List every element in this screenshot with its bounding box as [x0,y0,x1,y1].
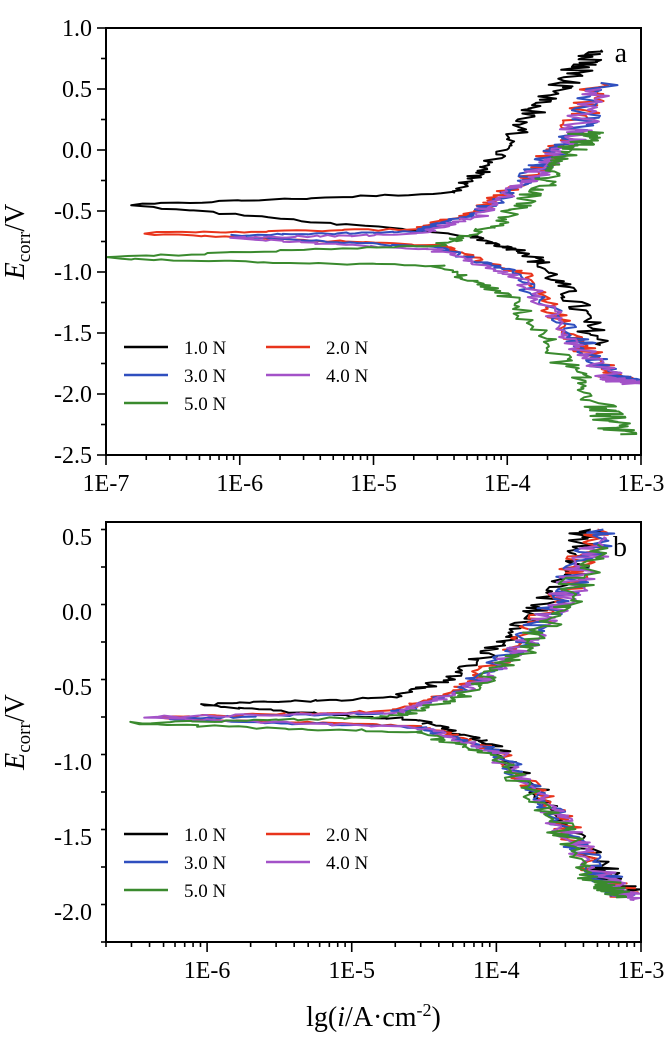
y-tick-label: -1.5 [54,825,92,851]
x-tick-label: 1E-5 [328,958,375,984]
legend-label: 2.0 N [326,825,369,846]
panel-letter: b [613,532,627,563]
curves [106,49,641,436]
legend-item: 3.0 N [124,853,227,874]
legend-item: 4.0 N [266,853,369,874]
series-line-5-0-n [129,543,631,899]
y-tick-label: -0.5 [54,199,92,225]
y-tick-label: 0.5 [62,77,92,103]
y-axis-ticks: 0.5 0.0 -0.5 -1.0 -1.5 -2.0 [54,525,106,943]
legend-label: 2.0 N [326,338,369,359]
x-axis-title-text: lg(i/A·cm-2) [306,1000,441,1033]
x-axis-title: lg(i/A·cm-2) [306,1000,441,1033]
legend-item: 2.0 N [266,338,369,359]
legend-label: 3.0 N [184,366,227,387]
y-axis-ticks: 1.0 0.5 0.0 -0.5 -1.0 -1.5 -2.0 -2.5 [54,16,106,469]
panel-letter: a [615,38,628,69]
panel-a: 1E-7 1E-6 1E-5 1E-4 1E-3 1.0 0.5 0.0 -0.5 -1.0 -1.… [0,16,664,497]
legend-item: 5.0 N [124,881,227,902]
legend-label: 4.0 N [326,853,369,874]
y-tick-label: -2.5 [54,443,92,469]
legend-label: 4.0 N [326,366,369,387]
legend-item: 1.0 N [124,825,227,846]
y-tick-label: -1.5 [54,321,92,347]
x-tick-label: 1E-7 [83,471,130,497]
y-tick-label: 0.0 [62,600,92,626]
y-tick-label: 0.0 [62,138,92,164]
legend: 1.0 N 2.0 N 3.0 N 4.0 N 5.0 N [124,825,369,902]
legend-item: 5.0 N [124,394,227,415]
y-tick-label: -1.0 [54,750,92,776]
legend-item: 1.0 N [124,338,227,359]
y-tick-label: -1.0 [54,260,92,286]
y-tick-label: 1.0 [62,16,92,42]
y-axis-title: Ecorr/V [0,204,35,281]
y-tick-label: 0.5 [62,525,92,551]
x-axis-ticks: 1E-7 1E-6 1E-5 1E-4 1E-3 [83,455,665,497]
y-tick-label: -2.0 [54,382,92,408]
x-tick-label: 1E-4 [484,471,531,497]
legend-label: 1.0 N [184,825,227,846]
legend-label: 1.0 N [184,338,227,359]
x-tick-label: 1E-3 [618,958,665,984]
legend-label: 3.0 N [184,853,227,874]
series-line-5-0-n [106,130,638,436]
x-tick-label: 1E-5 [350,471,397,497]
x-tick-label: 1E-6 [216,471,263,497]
legend-label: 5.0 N [184,394,227,415]
x-tick-label: 1E-6 [184,958,231,984]
panel-b: 1E-6 1E-5 1E-4 1E-3 0.5 0.0 -0.5 -1.0 -1.5 -2.0 Ec… [0,521,665,984]
legend: 1.0 N 2.0 N 3.0 N 4.0 N 5.0 N [124,338,369,415]
legend-item: 4.0 N [266,366,369,387]
x-tick-label: 1E-4 [473,958,520,984]
x-tick-label: 1E-3 [618,471,665,497]
curves [129,528,641,901]
y-axis-title: Ecorr/V [0,694,35,771]
plot-frame [105,521,642,943]
series-line-4-0-n [229,88,641,386]
x-axis-ticks: 1E-6 1E-5 1E-4 1E-3 [105,942,665,984]
plot-frame [105,27,642,456]
legend-label: 5.0 N [184,881,227,902]
series-line-1-0-n [130,49,609,347]
y-tick-label: -0.5 [54,675,92,701]
legend-item: 2.0 N [266,825,369,846]
legend-item: 3.0 N [124,366,227,387]
y-tick-label: -2.0 [54,900,92,926]
